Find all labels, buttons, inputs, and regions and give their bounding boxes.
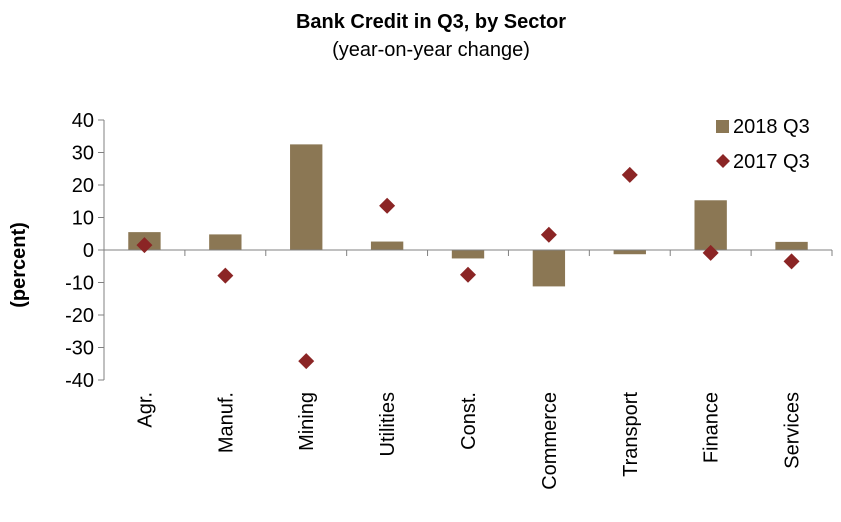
- point-2017-q3: [621, 166, 638, 183]
- bar-2018-q3: [209, 234, 242, 250]
- x-category-label: Mining: [296, 392, 318, 451]
- bar-2018-q3: [613, 250, 646, 255]
- y-tick-label: 20: [72, 175, 94, 197]
- bar-2018-q3: [370, 241, 404, 250]
- legend-marker-2017-q3: [716, 154, 730, 168]
- x-category-label: Manuf.: [215, 392, 237, 453]
- x-category-label: Utilities: [377, 392, 399, 456]
- x-category-label: Transport: [620, 392, 642, 477]
- point-2017-q3: [783, 253, 800, 270]
- x-category-label: Const.: [458, 392, 480, 450]
- y-axis-title: (percent): [8, 222, 30, 308]
- point-2017-q3: [217, 267, 234, 284]
- y-tick-label: -20: [65, 305, 94, 327]
- legend-label-2017-q3: 2017 Q3: [733, 151, 810, 173]
- x-category-label: Services: [782, 392, 804, 469]
- y-tick-label: -40: [65, 370, 94, 392]
- chart-subtitle: (year-on-year change): [332, 39, 530, 61]
- y-tick-label: -10: [65, 273, 94, 295]
- point-2017-q3: [136, 237, 153, 254]
- bar-2018-q3: [290, 144, 323, 250]
- bar-2018-q3: [532, 250, 566, 287]
- y-tick-label: 10: [72, 208, 94, 230]
- point-2017-q3: [460, 266, 476, 283]
- bar-2018-q3: [451, 250, 485, 259]
- x-category-label: Agr.: [134, 392, 156, 428]
- chart-title: Bank Credit in Q3, by Sector: [296, 11, 566, 33]
- point-2017-q3: [298, 353, 315, 370]
- point-2017-q3: [702, 244, 719, 261]
- y-tick-label: 30: [72, 143, 94, 165]
- y-tick-label: -30: [65, 338, 94, 360]
- y-tick-label: 0: [83, 240, 94, 262]
- x-category-label: Finance: [701, 392, 723, 463]
- x-category-label: Commerce: [539, 392, 561, 490]
- legend-label-2018-q3: 2018 Q3: [733, 116, 810, 138]
- point-2017-q3: [540, 226, 557, 243]
- bar-2018-q3: [775, 241, 808, 250]
- legend: 2018 Q3 2017 Q3: [716, 116, 810, 173]
- point-2017-q3: [379, 197, 396, 214]
- bar-2018-q3: [694, 200, 727, 250]
- legend-swatch-2018-q3: [716, 120, 729, 133]
- y-tick-label: 40: [72, 110, 94, 132]
- plot-area: 40 30 20 10 0 -10 -20 -30 -40 Agr. Manuf. Mining Uti…: [65, 110, 833, 490]
